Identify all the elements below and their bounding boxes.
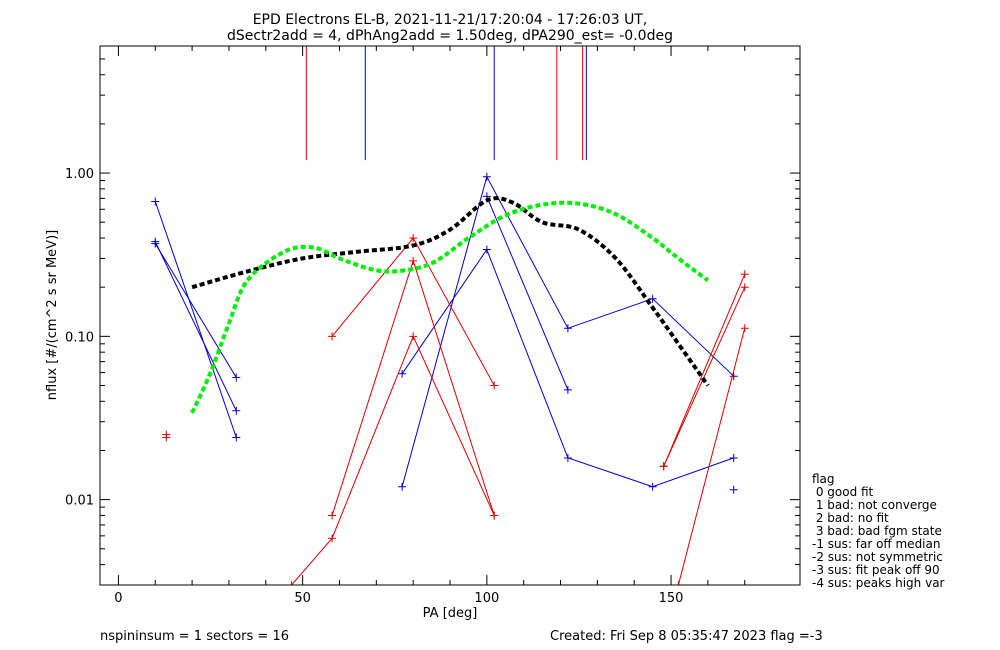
x-axis-label: PA [deg] xyxy=(423,606,478,621)
data-point-14-0 xyxy=(674,581,683,585)
data-point-11-2 xyxy=(409,332,418,341)
series-line-14 xyxy=(677,328,746,585)
chart-title-line2: dSectr2add = 4, dPhAng2add = 1.50deg, dP… xyxy=(227,28,673,44)
y-tick-label-0: 0.01 xyxy=(65,494,94,509)
legend-item-7: -4 sus: peaks high var xyxy=(812,576,945,590)
data-point-4-3 xyxy=(648,482,657,491)
series-line-1 xyxy=(154,241,237,412)
data-point-3-2 xyxy=(563,324,572,333)
series-line-5 xyxy=(486,196,569,391)
data-point-12-1 xyxy=(740,270,749,279)
x-tick-label-2: 100 xyxy=(474,591,499,606)
plot-frame xyxy=(99,45,801,586)
data-point-9-0 xyxy=(328,332,337,341)
data-point-9-2 xyxy=(490,381,499,390)
data-point-1-1 xyxy=(232,406,241,415)
data-point-5-1 xyxy=(563,385,572,394)
data-point-4-4 xyxy=(729,453,738,462)
series-line-0 xyxy=(154,201,237,438)
data-point-11-3 xyxy=(490,511,499,520)
y-axis-label: nflux [#/(cm^2 s sr MeV)] xyxy=(45,230,60,400)
legend-item-4: -1 sus: far off median xyxy=(812,537,940,551)
x-tick-label-0: 0 xyxy=(114,591,122,606)
legend: flag 0 good fit 1 bad: not converge 2 ba… xyxy=(812,472,945,590)
data-point-11-1 xyxy=(328,534,337,543)
data-series xyxy=(151,172,749,585)
legend-title: flag xyxy=(812,472,835,486)
data-point-2-0 xyxy=(151,239,160,248)
legend-item-5: -2 sus: not symmetric xyxy=(812,550,943,564)
x-tick-label-1: 50 xyxy=(294,591,311,606)
data-point-6-0 xyxy=(729,485,738,494)
series-line-11 xyxy=(291,335,495,585)
data-point-9-1 xyxy=(409,234,418,243)
y-tick-label-2: 1.00 xyxy=(65,167,94,182)
legend-item-3: 3 bad: bad fgm state xyxy=(812,524,942,538)
legend-item-2: 2 bad: no fit xyxy=(812,511,889,525)
data-point-13-0 xyxy=(659,462,668,471)
data-point-4-2 xyxy=(563,453,572,462)
data-point-0-0 xyxy=(151,197,160,206)
data-point-10-1 xyxy=(409,256,418,265)
vertical-markers xyxy=(305,46,587,161)
series-line-13 xyxy=(663,286,746,467)
legend-item-1: 1 bad: not converge xyxy=(812,498,937,512)
data-point-11-0 xyxy=(287,581,296,585)
data-point-2-1 xyxy=(232,373,241,382)
axes: 0 50 100 150 0.01 0.10 1.00 xyxy=(65,45,800,606)
fit-curve-1 xyxy=(190,200,710,414)
footer-spin-info: nspininsum = 1 sectors = 16 xyxy=(100,629,289,644)
data-point-0-1 xyxy=(232,433,241,442)
legend-item-0: 0 good fit xyxy=(812,485,874,499)
data-point-4-0 xyxy=(398,369,407,378)
series-line-12 xyxy=(663,274,746,467)
chart-title-line1: EPD Electrons EL-B, 2021-11-21/17:20:04 … xyxy=(253,12,648,28)
y-tick-label-1: 0.10 xyxy=(65,330,94,345)
data-point-14-1 xyxy=(740,324,749,333)
series-line-4 xyxy=(401,248,734,488)
data-point-3-0 xyxy=(398,482,407,491)
data-point-3-1 xyxy=(482,172,491,181)
data-point-4-1 xyxy=(482,245,491,254)
fit-curve-0 xyxy=(191,196,710,387)
x-tick-label-3: 150 xyxy=(659,591,684,606)
data-point-3-3 xyxy=(648,294,657,303)
data-point-3-4 xyxy=(729,372,738,381)
data-point-13-1 xyxy=(740,283,749,292)
fit-curves xyxy=(190,196,710,414)
footer-created-info: Created: Fri Sep 8 05:35:47 2023 flag =-… xyxy=(550,629,823,644)
legend-item-6: -3 sus: fit peak off 90 xyxy=(812,563,940,577)
series-line-2 xyxy=(154,243,237,378)
data-point-8-0 xyxy=(162,433,171,442)
data-point-10-0 xyxy=(328,511,337,520)
